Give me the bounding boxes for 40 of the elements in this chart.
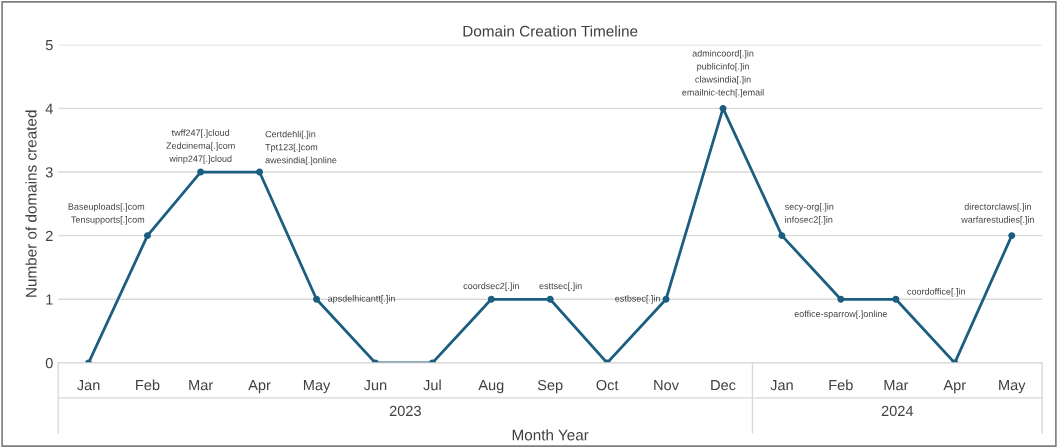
annotation: apsdelhicantt[.]in: [328, 295, 395, 304]
annotation: estbsec[.]in: [615, 295, 660, 304]
text: 2023: [389, 405, 421, 417]
x-tick-label: Apr: [943, 380, 966, 394]
text: 2024: [881, 405, 914, 417]
annotation: Baseuploads[.]com Tensupports[.]com: [68, 203, 145, 225]
annotation: esttsec[.]in: [539, 282, 582, 291]
x-tick-label: Apr: [248, 380, 271, 394]
x-tick-label: Nov: [654, 380, 679, 391]
y-tick-label: 0: [45, 357, 53, 369]
y-tick-label: 4: [45, 103, 53, 114]
chart-title: Domain Creation Timeline: [463, 25, 638, 37]
annotation: secy-org[.]in infosec2[.]in: [784, 203, 834, 225]
y-tick-label: 5: [45, 40, 53, 51]
x-tick-label: May: [303, 380, 331, 394]
annotation: eoffice-sparrow[.]online: [794, 310, 887, 319]
y-tick-label: 1: [46, 294, 53, 305]
x-tick-label: Jan: [77, 380, 100, 391]
y-tick-label: 2: [45, 230, 53, 241]
annotation: coordsec2[.]in: [463, 282, 519, 291]
x-tick-label: Jan: [770, 380, 793, 391]
x-axis-title: Month Year: [512, 429, 589, 441]
x-tick-label: Mar: [189, 380, 213, 391]
x-tick-label: Jul: [423, 379, 441, 391]
x-tick-label: Feb: [136, 379, 160, 391]
x-tick-label: Oct: [596, 379, 619, 391]
annotation: coordoffice[.]in: [907, 288, 965, 297]
annotation: directorclaws[.]in warfarestudies[.]in: [961, 203, 1034, 225]
x-tick-label: Aug: [478, 380, 504, 394]
annotation: admincoord[.]in publicinfo[.]in clawsindia[.]in emailnic-tech[.]email: [682, 49, 764, 98]
y-tick-label: 3: [45, 167, 53, 178]
y-axis-title: Number of domains created: [25, 110, 37, 297]
annotation: Certdehli[.]in Tpt123[.]com awesindia[.]online: [265, 130, 337, 166]
x-tick-label: Jun: [363, 380, 387, 391]
x-tick-label: Mar: [884, 380, 909, 391]
x-tick-label: May: [999, 380, 1026, 394]
x-tick-label: Dec: [711, 380, 736, 391]
x-tick-label: Sep: [537, 379, 563, 394]
annotation: twff247[.]cloud Zedcinema[.]com winp247[.]cloud: [166, 129, 235, 164]
x-tick-label: Feb: [829, 379, 853, 391]
